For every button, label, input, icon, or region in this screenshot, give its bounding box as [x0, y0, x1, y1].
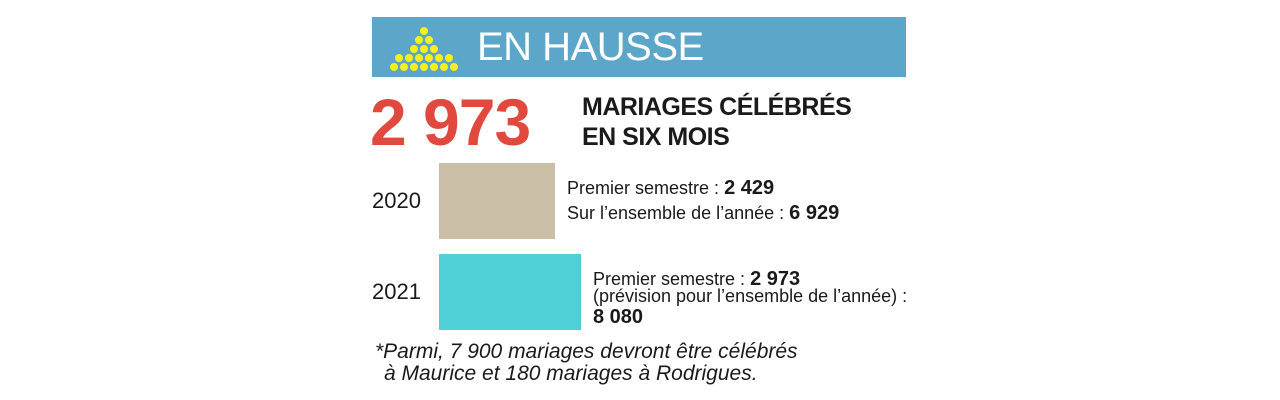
- year-label: 2021: [372, 279, 421, 304]
- value-prefix: Premier semestre :: [567, 178, 720, 198]
- header-bar: EN HAUSSE: [372, 17, 906, 77]
- bar: [439, 254, 581, 330]
- note-text: (prévision pour l’ensemble de l’année) :: [593, 286, 908, 306]
- note-value: 6 929: [789, 202, 840, 224]
- note-line: 8 080: [593, 306, 643, 328]
- note-value: 8 080: [593, 306, 644, 328]
- bar: [439, 163, 556, 239]
- note-line: Premier semestre : 2 429: [567, 177, 774, 199]
- note-line: Premier semestre : 2 973: [593, 268, 800, 290]
- footnote: *Parmi, 7 900 mariages devront être célé…: [375, 340, 798, 363]
- subtitle: EN SIX MOIS: [582, 123, 730, 151]
- footnote: à Maurice et 180 mariages à Rodrigues.: [384, 362, 758, 385]
- subtitle: MARIAGES CÉLÉBRÉS: [582, 93, 852, 121]
- title: EN HAUSSE: [477, 25, 704, 69]
- year-label: 2020: [372, 188, 421, 213]
- value-label: 2 429: [724, 177, 775, 199]
- value-prefix: Premier semestre :: [593, 269, 746, 289]
- note-line: Sur l’ensemble de l’année : 6 929: [567, 202, 839, 224]
- value-label: 2 973: [750, 268, 801, 290]
- dots-icon: [390, 27, 458, 71]
- headline: 2 973: [370, 85, 531, 159]
- note-text: Sur l’ensemble de l’année :: [567, 203, 785, 223]
